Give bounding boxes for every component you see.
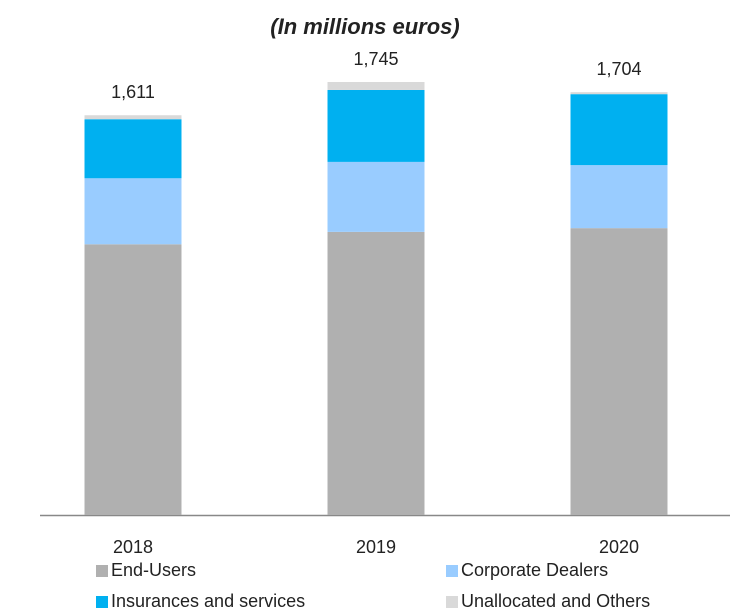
legend-swatch <box>96 596 108 608</box>
legend-label: Corporate Dealers <box>461 560 608 580</box>
legend-swatch <box>446 565 458 577</box>
total-label: 1,704 <box>596 59 641 79</box>
legend-swatch <box>446 596 458 608</box>
x-tick-label: 2019 <box>356 537 396 557</box>
total-label: 1,745 <box>353 49 398 69</box>
legend-swatch <box>96 565 108 577</box>
bar-segment <box>570 94 668 166</box>
bar-segment <box>84 244 182 515</box>
bar-segment <box>327 82 425 90</box>
legend-label: End-Users <box>111 560 196 580</box>
bar-segment <box>327 89 425 162</box>
legend-label: Unallocated and Others <box>461 591 650 610</box>
chart-title: (In millions euros) <box>270 14 459 39</box>
bar-segment <box>570 228 668 515</box>
total-label: 1,611 <box>111 82 155 102</box>
x-tick-label: 2018 <box>113 537 153 557</box>
x-tick-label: 2020 <box>599 537 639 557</box>
bar-segment <box>570 92 668 95</box>
bar-segment <box>327 231 425 516</box>
bar-segment <box>327 161 425 232</box>
bar-segment <box>84 119 182 179</box>
legend-label: Insurances and services <box>111 591 305 610</box>
bar-segment <box>84 115 182 120</box>
bar-segment <box>84 178 182 245</box>
bar-segment <box>570 165 668 229</box>
